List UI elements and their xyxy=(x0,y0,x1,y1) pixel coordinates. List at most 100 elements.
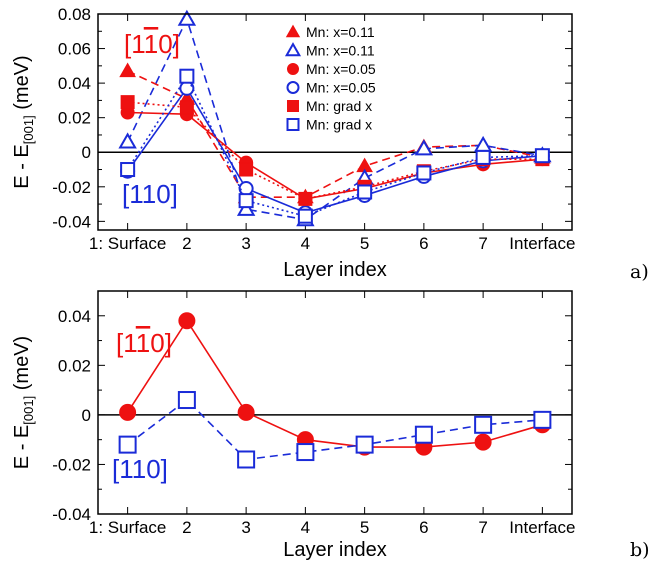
series-2-point xyxy=(355,435,374,454)
series-2-point xyxy=(118,435,137,454)
panel-a-chart: a) Layer index -0.04 -0.02 0 0.02 0.04 0.06 0.… xyxy=(11,5,649,283)
panel-b-xlabel: Layer index xyxy=(283,539,386,561)
x-tick-label: 2 xyxy=(182,518,191,537)
legend-marker xyxy=(286,81,300,94)
legend-marker xyxy=(286,118,300,131)
series-6-point xyxy=(297,208,313,224)
legend-entry: Mn: x=0.05 xyxy=(306,61,376,77)
annotation-part: 0] xyxy=(158,29,180,59)
legend-marker xyxy=(284,42,302,57)
y-tick-label: 0 xyxy=(82,143,91,162)
y-tick-label: -0.04 xyxy=(52,505,91,524)
y-axis-title: E - E[001] (meV) xyxy=(11,336,36,469)
series-1-point xyxy=(119,62,136,78)
x-tick-label: 5 xyxy=(360,234,369,253)
panel-b-label: b) xyxy=(630,539,649,561)
y-tick-label: -0.04 xyxy=(52,212,91,231)
series-6-line xyxy=(126,74,543,218)
plot-frame xyxy=(97,290,573,515)
x-tick-label: 1: Surface xyxy=(89,518,167,537)
legend-marker xyxy=(287,100,299,112)
y-tick-label: 0.06 xyxy=(58,40,91,59)
series-6-point xyxy=(179,68,195,84)
series-2-point xyxy=(118,132,137,149)
series-1-point xyxy=(178,312,196,330)
y-axis-title-main: E - E xyxy=(11,425,33,469)
y-tick-label: 0 xyxy=(82,406,91,425)
x-tick-label: 5 xyxy=(360,518,369,537)
y-axis-title-unit: (meV) xyxy=(11,336,33,396)
x-tick-label: 6 xyxy=(419,518,428,537)
x-tick-label: Interface xyxy=(509,518,575,537)
annotation-part: [110] xyxy=(112,454,168,484)
x-tick-label: 7 xyxy=(478,234,487,253)
annotation-part: [1 xyxy=(116,328,137,358)
series-1-point xyxy=(119,403,137,421)
series-2-point xyxy=(474,415,493,434)
series-5-point xyxy=(239,162,254,177)
legend-entry: Mn: x=0.11 xyxy=(306,24,375,40)
series-2-line xyxy=(126,17,543,221)
x-tick-label: 3 xyxy=(241,234,250,253)
series-1-line xyxy=(127,70,543,198)
legend-marker xyxy=(285,24,301,38)
series-2-point xyxy=(237,450,256,469)
series-5-line xyxy=(127,101,543,200)
series-2-point xyxy=(414,425,433,444)
x-tick-label: 1: Surface xyxy=(89,234,167,253)
series-2-line xyxy=(127,398,543,461)
series-3-line xyxy=(127,111,543,200)
x-tick-label: 3 xyxy=(241,518,250,537)
y-axis-title-subscript: [001] xyxy=(21,396,36,425)
series-2-point xyxy=(533,410,552,429)
series-4-point xyxy=(238,181,254,197)
series-6-point xyxy=(475,149,491,165)
x-tick-label: 7 xyxy=(478,518,487,537)
y-axis-title: E - E[001] (meV) xyxy=(11,55,36,188)
direction-annotation: [110] xyxy=(116,328,172,358)
series-1-point xyxy=(237,403,255,421)
direction-annotation: [110] xyxy=(122,179,178,209)
annotation-overlined-index: 1 xyxy=(136,328,150,358)
series-6-point xyxy=(416,165,432,181)
y-tick-label: 0.02 xyxy=(58,356,91,375)
y-tick-label: -0.02 xyxy=(52,178,91,197)
series-2-point xyxy=(177,9,197,26)
annotation-part: 0] xyxy=(150,328,172,358)
direction-annotation: [110] xyxy=(112,454,168,484)
annotation-overlined-index: 1 xyxy=(144,29,158,59)
y-tick-label: 0.04 xyxy=(58,307,91,326)
series-1-line xyxy=(126,319,543,448)
panel-a-label: a) xyxy=(630,261,649,283)
series-2-point xyxy=(414,139,434,156)
annotation-part: [1 xyxy=(124,29,145,59)
panel-a-xlabel: Layer index xyxy=(283,259,386,281)
legend-entry: Mn: x=0.05 xyxy=(306,80,376,96)
legend-marker xyxy=(287,63,299,75)
y-axis-title-subscript: [001] xyxy=(21,115,36,144)
x-tick-label: Interface xyxy=(509,234,575,253)
x-tick-label: 4 xyxy=(301,234,310,253)
series-5-point xyxy=(179,100,194,115)
series-6-point xyxy=(534,148,550,164)
y-axis-title-main: E - E xyxy=(11,144,33,188)
annotation-part: [110] xyxy=(122,179,178,209)
x-tick-label: 6 xyxy=(419,234,428,253)
series-6-point xyxy=(238,193,254,209)
x-tick-label: 2 xyxy=(182,234,191,253)
plot-frame xyxy=(97,13,573,231)
series-2-point xyxy=(236,199,256,216)
series-1-point xyxy=(474,433,492,451)
y-axis-title-unit: (meV) xyxy=(11,55,33,115)
y-tick-label: 0.02 xyxy=(58,109,91,128)
x-tick-label: 4 xyxy=(301,518,310,537)
series-6-point xyxy=(357,184,373,200)
y-tick-label: -0.02 xyxy=(52,455,91,474)
series-5-point xyxy=(120,95,135,110)
legend-entry: Mn: grad x xyxy=(306,117,372,133)
y-tick-label: 0.08 xyxy=(58,5,91,24)
series-5-point xyxy=(298,191,313,206)
legend-entry: Mn: x=0.11 xyxy=(306,43,375,59)
legend-entry: Mn: grad x xyxy=(306,98,372,114)
